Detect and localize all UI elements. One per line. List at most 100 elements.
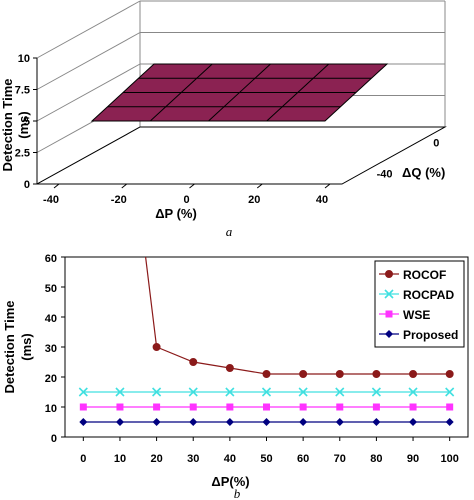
panel-label-b: b — [234, 486, 241, 500]
y-axis-title-line1: Detection Time — [2, 301, 17, 394]
data-point-wse — [299, 403, 307, 411]
data-point-rocpad — [225, 387, 235, 397]
data-point-rocof — [409, 370, 418, 378]
x-tick — [53, 183, 60, 189]
data-point-rocof — [299, 370, 308, 378]
x-tick — [121, 183, 128, 189]
x-tick-label: 10 — [114, 453, 126, 465]
data-point-proposed — [335, 418, 344, 426]
z-axis-title-line1: Detection Time — [0, 79, 15, 172]
x-tick-label: 0 — [183, 194, 189, 206]
y-axis-title: Detection Time (ms) — [2, 301, 34, 394]
data-point-rocpad — [445, 387, 455, 397]
data-point-rocpad — [188, 387, 198, 397]
z-tick-label: 2.5 — [15, 148, 30, 160]
floor — [35, 126, 447, 185]
data-point-rocpad — [298, 387, 308, 397]
x-tick-label: 60 — [297, 453, 309, 465]
surface-chart: 0 2.5 5 7.5 10 -40 -20 0 20 40 0 -40 Detection Time(… — [0, 0, 447, 239]
data-point-wse — [189, 403, 197, 411]
data-point-wse — [409, 403, 417, 411]
y-tick-label: 10 — [45, 403, 57, 415]
data-point-proposed — [189, 418, 198, 426]
data-point-proposed — [225, 418, 234, 426]
data-point-rocof — [262, 370, 271, 378]
data-point-wse — [79, 403, 87, 411]
x-tick-label: 40 — [224, 453, 236, 465]
series-line-rocof — [145, 257, 450, 375]
x-tick-label: 40 — [316, 194, 328, 206]
data-point-wse — [372, 403, 380, 411]
y-tick-label: 20 — [45, 373, 57, 385]
data-point-wse — [446, 403, 454, 411]
z-axis-title-line2: (ms) — [16, 111, 31, 138]
x-tick-label: 20 — [150, 453, 162, 465]
legend-label-proposed: Proposed — [403, 328, 458, 342]
x-tick-label: 30 — [187, 453, 199, 465]
data-point-rocpad — [335, 387, 345, 397]
data-point-rocpad — [371, 387, 381, 397]
legend-marker-wse — [385, 310, 393, 318]
data-point-wse — [116, 403, 124, 411]
data-point-wse — [336, 403, 344, 411]
data-point-rocpad — [78, 387, 88, 397]
legend-label-rocof: ROCOF — [403, 268, 446, 282]
x-tick-label: 0 — [80, 453, 86, 465]
line-chart: 0 10 20 30 40 50 60 0 10 20 30 40 50 60 70 80 90 100 ROCOF… — [2, 253, 469, 500]
y-tick-label: 40 — [45, 313, 57, 325]
y-tick-label: -40 — [377, 169, 393, 181]
panel-label-a: a — [226, 224, 233, 239]
x-axis-title: ΔP(%) — [211, 474, 249, 489]
data-point-rocof — [189, 358, 198, 366]
surface-grid — [266, 63, 330, 122]
y-tick-label: 0 — [433, 137, 439, 149]
data-point-proposed — [299, 418, 308, 426]
y-axis-title: ΔQ (%) — [402, 165, 445, 180]
x-tick-label: 80 — [370, 453, 382, 465]
data-point-rocpad — [152, 387, 162, 397]
y-tick-label: 50 — [45, 283, 57, 295]
x-tick-label: 20 — [248, 194, 260, 206]
z-tick-label: 10 — [18, 53, 30, 65]
y-tick-label: 0 — [51, 433, 57, 445]
legend-marker-rocof — [385, 270, 393, 278]
x-axis-title: ΔP (%) — [155, 206, 197, 221]
x-tick-label: 70 — [334, 453, 346, 465]
z-tick-label: 0 — [24, 179, 30, 191]
z-gridline-side — [36, 32, 141, 90]
data-point-wse — [153, 403, 161, 411]
data-point-wse — [226, 403, 234, 411]
data-point-rocof — [225, 364, 234, 372]
x-tick-label: -20 — [111, 194, 127, 206]
legend-marker-rocpad — [384, 289, 394, 299]
x-tick — [324, 183, 331, 189]
data-point-rocof — [372, 370, 381, 378]
legend-label-wse: WSE — [403, 308, 430, 322]
x-tick-label: 50 — [260, 453, 272, 465]
z-gridline-side — [36, 63, 141, 122]
data-point-rocof — [152, 343, 161, 351]
x-tick — [256, 183, 263, 189]
z-tick-label: 7.5 — [15, 85, 30, 97]
z-gridline-side — [36, 0, 141, 59]
data-point-rocpad — [115, 387, 125, 397]
x-tick-label: -40 — [43, 194, 59, 206]
z-axis-title: Detection Time(ms) — [0, 79, 31, 172]
data-point-rocof — [335, 370, 344, 378]
data-point-proposed — [152, 418, 161, 426]
data-point-proposed — [79, 418, 88, 426]
series-group — [78, 257, 455, 426]
z-tick-label: 5 — [24, 116, 30, 128]
x-tick-label: 90 — [407, 453, 419, 465]
legend-marker-proposed — [385, 330, 393, 338]
data-point-proposed — [409, 418, 418, 426]
legend-label-rocpad: ROCPAD — [403, 288, 454, 302]
data-point-proposed — [115, 418, 124, 426]
data-point-rocpad — [261, 387, 272, 397]
data-point-wse — [263, 403, 270, 411]
y-tick-label: 60 — [45, 253, 57, 265]
data-point-proposed — [262, 418, 271, 426]
data-point-proposed — [445, 418, 454, 426]
y-tick-label: 30 — [45, 343, 57, 355]
x-tick — [189, 183, 195, 189]
